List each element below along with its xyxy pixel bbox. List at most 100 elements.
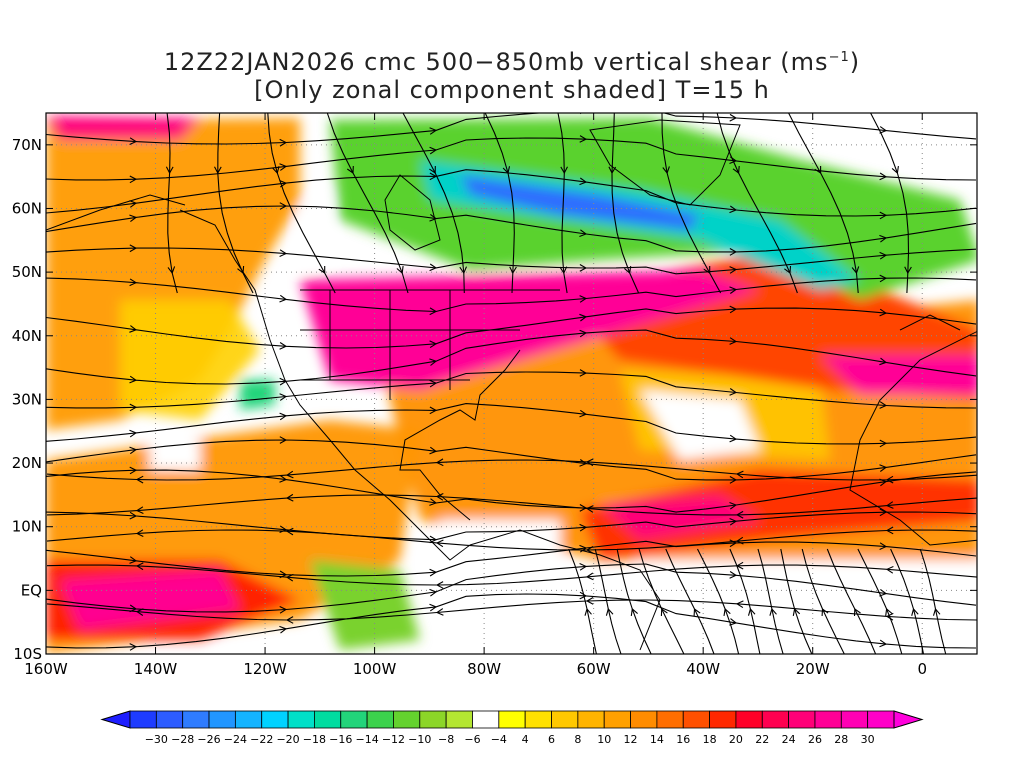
streamline — [780, 548, 813, 654]
streamline-arrow — [579, 295, 588, 303]
colorbar-low-triangle — [100, 710, 131, 729]
streamline-arrow — [214, 166, 222, 175]
streamline-arrow — [660, 607, 668, 617]
streamline-arrow — [585, 572, 594, 581]
colorbar-box — [630, 710, 658, 729]
streamline-arrow — [729, 266, 738, 274]
y-tick-label: 10N — [12, 518, 42, 536]
streamline-arrow — [429, 127, 438, 135]
streamline-arrow — [129, 466, 138, 475]
axis-ticks — [45, 113, 977, 655]
streamline-arrow — [429, 446, 438, 455]
streamline-arrow — [135, 475, 144, 484]
x-tick-label: 60W — [577, 660, 611, 678]
streamline — [919, 548, 947, 654]
streamline-arrow — [891, 166, 899, 175]
streamline — [46, 205, 977, 253]
streamline-arrow — [129, 214, 138, 223]
streamline-arrow — [285, 527, 294, 536]
colorbar-label: −20 — [276, 733, 299, 746]
colorbar-box — [366, 710, 394, 729]
streamline-arrow — [279, 436, 288, 444]
y-tick-label: 30N — [12, 390, 42, 408]
shading-white-east-atlantic — [640, 390, 760, 460]
streamline — [801, 548, 845, 654]
streamline-arrow — [429, 603, 438, 612]
colorbar-box — [524, 710, 552, 729]
x-tick-label: 100W — [353, 660, 397, 678]
streamline-arrow — [729, 305, 738, 314]
streamline-arrow — [911, 607, 919, 616]
streamline-arrow — [879, 274, 888, 283]
shading-white-central-pacific — [150, 440, 200, 470]
streamline — [267, 113, 336, 294]
streamline-arrow — [735, 510, 744, 519]
streamline-arrow — [624, 266, 632, 275]
streamline-arrow — [585, 505, 594, 513]
streamline-arrow — [851, 266, 860, 275]
streamline-arrow — [279, 138, 288, 147]
streamline-arrow — [429, 340, 438, 349]
streamline — [46, 277, 977, 313]
colorbar-label: 10 — [597, 733, 611, 746]
x-tick-label: 0 — [917, 660, 927, 678]
streamline-arrow — [729, 388, 738, 396]
streamline-arrow — [129, 278, 138, 287]
colorbar-high-triangle — [893, 710, 924, 729]
streamline — [638, 548, 685, 654]
colorbar-box — [129, 710, 157, 729]
streamline-arrow — [932, 607, 941, 616]
colorbar-label: 18 — [703, 733, 717, 746]
colorbar-box — [182, 710, 210, 729]
colorbar-box — [498, 710, 526, 729]
streamline-arrow — [879, 639, 888, 648]
streamline-arrow — [129, 556, 138, 564]
streamline-arrow — [729, 618, 738, 626]
streamline-arrow — [732, 165, 740, 175]
streamline-arrow — [584, 607, 592, 616]
streamline-arrow — [579, 177, 588, 186]
colorbar-label: −6 — [464, 733, 480, 746]
streamline-arrow — [279, 412, 288, 421]
streamline-arrow — [279, 570, 288, 579]
streamline-arrow — [879, 401, 888, 409]
shading-green-pacific — [310, 560, 420, 650]
streamline-arrow — [429, 535, 438, 544]
streamline — [46, 439, 977, 481]
streamline-arrow — [879, 211, 888, 220]
streamline-arrow — [879, 508, 888, 517]
streamline-arrow — [129, 403, 138, 412]
streamline-arrow — [285, 470, 294, 479]
colorbar-box — [840, 710, 869, 729]
streamline-arrow — [435, 539, 444, 548]
colorbar-box — [814, 710, 842, 729]
colorbar-label: −30 — [145, 733, 168, 746]
streamline — [46, 593, 977, 649]
streamline-arrow — [703, 266, 711, 275]
colorbar-label: 4 — [522, 733, 529, 746]
streamline — [166, 113, 178, 294]
y-tick-label: 60N — [12, 199, 42, 217]
streamline-arrow — [579, 135, 588, 143]
streamline-arrow — [885, 526, 894, 535]
streamline-arrow — [579, 329, 588, 338]
streamline — [217, 113, 254, 294]
streamline-arrow — [579, 229, 588, 238]
colorbar-label: 28 — [834, 733, 848, 746]
streamline-arrow — [885, 501, 894, 509]
x-tick-label: 40W — [686, 660, 720, 678]
colorbar-label: 26 — [808, 733, 822, 746]
colorbar-box — [603, 710, 631, 729]
streamline — [716, 113, 798, 294]
streamline-arrow — [279, 163, 288, 171]
streamline — [616, 548, 652, 654]
streamline-arrow — [729, 113, 738, 122]
streamline-arrow — [879, 542, 888, 551]
colorbar-label: 14 — [650, 733, 664, 746]
streamline-arrow — [135, 529, 144, 537]
colorbar-box — [445, 710, 473, 729]
streamline-arrow — [729, 286, 738, 294]
streamline-arrow — [579, 562, 588, 571]
streamline-arrow — [879, 464, 888, 472]
